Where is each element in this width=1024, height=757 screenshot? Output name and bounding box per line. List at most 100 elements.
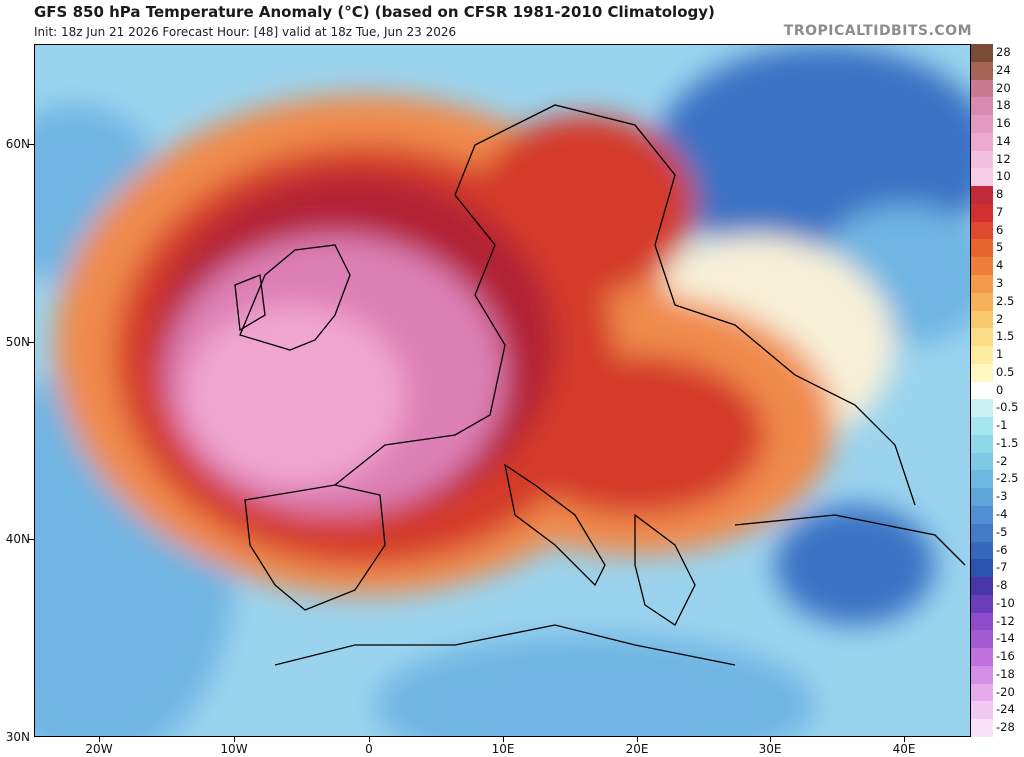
legend-row: 3 [971,275,1024,293]
lon-label-30e: 30E [758,742,782,756]
legend-swatch [971,97,993,116]
legend-label: 20 [996,80,1011,95]
legend-label: 2.5 [996,293,1015,308]
legend-swatch [971,346,993,364]
legend-label: -8 [996,578,1008,593]
legend-swatch [971,275,993,293]
coast-mainland [334,104,916,506]
lon-tick-0 [369,737,370,742]
legend-label: -28 [996,720,1015,735]
legend-swatch [971,541,993,560]
legend-swatch [971,648,993,666]
color-legend: 28 24 20 18 16 14 12 10 8 7 6 5 4 3 2.5 2 1.5 1 0.5 0 -0.5 -1… [971,44,1024,737]
legend-row: -0.5 [971,399,1024,418]
legend-label: -18 [996,666,1015,681]
legend-label: -1.5 [996,435,1019,450]
lon-label-10e: 10E [491,742,515,756]
lon-tick-10w [234,737,235,742]
legend-label: 3 [996,276,1004,290]
legend-swatch [971,665,993,684]
legend-row: 14 [971,132,1024,151]
legend-label: 10 [996,169,1011,184]
legend-swatch [971,186,993,204]
legend-row: -5 [971,523,1024,542]
lon-tick-20e [637,737,638,742]
legend-row: 0.5 [971,363,1024,382]
legend-row: 2.5 [971,292,1024,311]
lat-tick-50n [28,342,34,343]
legend-row: 6 [971,221,1024,240]
cool-anomaly-africa [375,635,815,736]
legend-row: 18 [971,97,1024,116]
lon-label-0: 0 [365,742,373,756]
legend-row: -1 [971,417,1024,435]
legend-swatch [971,577,993,595]
brand-watermark: TROPICALTIDBITS.COM [783,23,972,39]
legend-label: -7 [996,560,1008,575]
legend-row: -14 [971,630,1024,649]
legend-swatch [971,79,993,98]
legend-row: 1.5 [971,328,1024,347]
legend-row: -24 [971,701,1024,720]
legend-row: 16 [971,115,1024,133]
legend-swatch [971,612,993,631]
legend-row: -28 [971,719,1024,737]
coast-greece [634,513,696,626]
legend-swatch [971,417,993,435]
legend-swatch [971,470,993,489]
legend-swatch [971,292,993,311]
legend-swatch [971,221,993,240]
legend-swatch [971,559,993,578]
coast-turkey [734,514,966,566]
legend-label: 0 [996,382,1004,397]
hot-anomaly-pannonia [505,355,765,515]
legend-row: 12 [971,150,1024,169]
legend-row: 20 [971,79,1024,98]
legend-label: 12 [996,151,1011,166]
legend-row: 1 [971,346,1024,364]
lon-tick-20w [99,737,100,742]
legend-row: 7 [971,203,1024,222]
legend-swatch [971,701,993,720]
coast-iberia [244,484,386,611]
legend-swatch [971,61,993,80]
anomaly-map[interactable] [34,44,971,737]
lat-label-40n: 40N [5,532,30,546]
legend-swatch [971,239,993,258]
lon-label-20w: 20W [85,742,113,756]
legend-label: 14 [996,133,1011,148]
legend-swatch [971,452,993,471]
lat-label-50n: 50N [5,335,30,349]
legend-label: -24 [996,702,1015,717]
legend-label: -6 [996,542,1008,557]
legend-label: 1.5 [996,329,1015,344]
legend-row: -18 [971,665,1024,684]
extreme-anomaly-bay-of-biscay [185,305,405,485]
legend-row: -4 [971,506,1024,524]
legend-row: -2.5 [971,470,1024,489]
legend-swatch [971,115,993,133]
legend-label: 7 [996,204,1004,219]
lat-label-30n: 30N [5,730,30,744]
legend-label: -1 [996,418,1008,433]
legend-label: 24 [996,62,1011,77]
legend-label: -3 [996,489,1008,504]
legend-row: 0 [971,381,1024,400]
lat-tick-40n [28,539,34,540]
legend-label: 18 [996,98,1011,113]
legend-label: 8 [996,187,1004,202]
legend-swatch [971,257,993,275]
legend-row: -16 [971,648,1024,666]
legend-swatch [971,683,993,702]
legend-label: -4 [996,507,1008,521]
legend-swatch [971,630,993,649]
legend-row: -3 [971,488,1024,506]
legend-row: -6 [971,541,1024,560]
coast-italy [504,463,606,587]
legend-row: 10 [971,168,1024,187]
legend-swatch [971,719,993,737]
legend-label: 0.5 [996,364,1015,379]
legend-row: -20 [971,683,1024,702]
legend-label: -20 [996,684,1015,699]
legend-row: -2 [971,452,1024,471]
